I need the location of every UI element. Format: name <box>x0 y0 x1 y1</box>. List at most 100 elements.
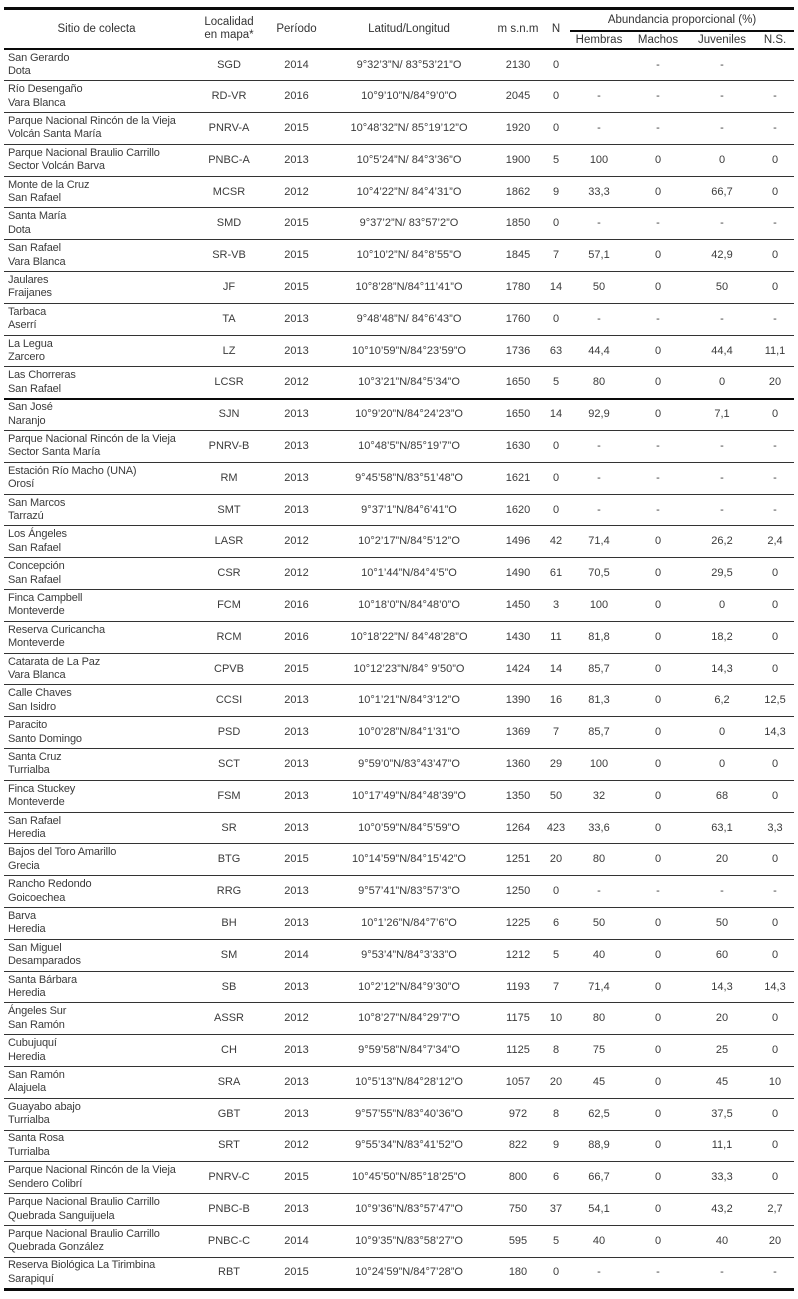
col-header-abundance-group: Abundancia proporcional (%) <box>570 8 794 32</box>
site-line2: Heredia <box>8 828 46 841</box>
juveniles-cell: 11,1 <box>688 1130 756 1163</box>
locality-code-cell: LZ <box>189 335 269 368</box>
ns-cell: - <box>756 303 794 336</box>
n-cell: 14 <box>542 653 570 686</box>
elevation-cell: 1175 <box>494 1002 542 1036</box>
n-cell: 0 <box>542 494 570 527</box>
table-row: Río Desengaño Vara Blanca RD-VR 2016 10°9’10… <box>4 80 794 114</box>
site-line1: Río Desengaño <box>8 83 83 96</box>
ns-cell: 0 <box>756 144 794 177</box>
juveniles-cell: 50 <box>688 271 756 304</box>
n-cell: 42 <box>542 525 570 559</box>
period-cell: 2013 <box>269 780 324 813</box>
period-cell: 2013 <box>269 1034 324 1067</box>
elevation-cell: 750 <box>494 1193 542 1226</box>
n-cell: 16 <box>542 684 570 718</box>
site-line2: Vara Blanca <box>8 96 66 109</box>
locality-code-cell: SB <box>189 971 269 1004</box>
locality-code-cell: RRG <box>189 875 269 909</box>
coords-cell: 10°8’27”N/84°29’7”O <box>324 1002 494 1036</box>
elevation-cell: 1057 <box>494 1066 542 1099</box>
table-row: Guayabo abajo Turrialba GBT 2013 9°57’55”N/8… <box>4 1098 794 1131</box>
males-cell: - <box>656 1266 660 1279</box>
period-cell: 2015 <box>269 653 324 686</box>
n-cell: 8 <box>542 1034 570 1067</box>
locality-code-cell: PNRV-C <box>189 1161 269 1195</box>
juveniles-cell: - <box>688 430 756 463</box>
table-row: La Legua Zarcero LZ 2013 10°10’59”N/84°23’59… <box>4 335 794 368</box>
ns-cell: 14,3 <box>756 971 794 1004</box>
table-row: Santa Rosa Turrialba SRT 2012 9°55’34”N/83°4… <box>4 1130 794 1163</box>
site-line2: Grecia <box>8 859 40 872</box>
site-line2: Vara Blanca <box>8 255 66 268</box>
males-cell: 0 <box>628 1098 688 1131</box>
ns-cell: 14,3 <box>756 716 794 750</box>
table-row: San Ramón Alajuela SRA 2013 10°5’13”N/84°28’… <box>4 1066 794 1099</box>
males-cell: - <box>628 80 688 114</box>
site-cell: Barva Heredia <box>4 907 189 940</box>
table-row: Parque Nacional Braulio Carrillo Quebrada… <box>4 1225 794 1258</box>
females-cell: 40 <box>570 1225 628 1258</box>
site-line1: Parque Nacional Braulio Carrillo <box>8 146 160 159</box>
elevation-cell: 1862 <box>494 176 542 209</box>
n-cell: 0 <box>542 207 570 241</box>
males-cell: 0 <box>628 971 688 1004</box>
ns-cell: 0 <box>756 176 794 209</box>
site-line1: Monte de la Cruz <box>8 178 90 191</box>
ns-cell: 20 <box>756 366 794 400</box>
coords-cell: 10°2’17”N/84°5’12”O <box>324 525 494 559</box>
locality-code-cell: RD-VR <box>189 80 269 114</box>
elevation-cell: 1496 <box>494 525 542 559</box>
juveniles-cell: 33,3 <box>688 1161 756 1195</box>
site-cell: Rancho Redondo Goicoechea <box>4 875 189 909</box>
period-cell: 2014 <box>269 939 324 972</box>
site-cell: Reserva Curicancha Monteverde <box>4 621 189 654</box>
period-cell: 2015 <box>284 1266 309 1279</box>
locality-code-cell: CPVB <box>189 653 269 686</box>
site-cell: Finca Stuckey Monteverde <box>4 780 189 813</box>
table-row: San Marcos Tarrazú SMT 2013 9°37’1”N/84°6’41… <box>4 494 794 527</box>
n-cell: 14 <box>542 398 570 432</box>
site-cell: Santa Cruz Turrialba <box>4 748 189 781</box>
females-cell: 71,4 <box>570 971 628 1004</box>
n-cell: 7 <box>542 716 570 750</box>
elevation-cell: 972 <box>494 1098 542 1131</box>
coords-cell: 9°57’55”N/83°40’36”O <box>324 1098 494 1131</box>
site-line2: Heredia <box>8 1050 46 1063</box>
juveniles-cell: - <box>720 1266 724 1279</box>
coords-cell: 9°59’0”N/83°43’47”O <box>324 748 494 781</box>
site-line2: Goicoechea <box>8 891 66 904</box>
juveniles-cell: 68 <box>688 780 756 813</box>
locality-code-cell: CCSI <box>189 684 269 718</box>
elevation-cell: 800 <box>494 1161 542 1195</box>
site-line2: Turrialba <box>8 764 50 777</box>
locality-code-cell: PNBC-B <box>189 1193 269 1226</box>
ns-cell: - <box>756 494 794 527</box>
site-line1: La Legua <box>8 337 53 350</box>
period-cell: 2013 <box>269 1193 324 1226</box>
n-cell: 0 <box>542 303 570 336</box>
ns-cell: 0 <box>756 1161 794 1195</box>
site-line2: Fraijanes <box>8 287 52 300</box>
site-cell: La Legua Zarcero <box>4 335 189 368</box>
site-line1: Santa Rosa <box>8 1132 64 1145</box>
females-cell: 85,7 <box>570 653 628 686</box>
table-row: Santa Bárbara Heredia SB 2013 10°2’12”N/84°9… <box>4 971 794 1004</box>
site-cell: Santa Rosa Turrialba <box>4 1130 189 1163</box>
n-cell: 0 <box>542 462 570 495</box>
coords-cell: 10°1’44”N/84°4’5”O <box>324 557 494 591</box>
coords-cell: 10°24’59”N/84°7’28”O <box>355 1266 463 1279</box>
period-cell: 2016 <box>269 589 324 622</box>
ns-cell: - <box>756 430 794 463</box>
males-cell: 0 <box>628 684 688 718</box>
elevation-cell: 1630 <box>494 430 542 463</box>
ns-cell: - <box>756 112 794 145</box>
site-cell: San Miguel Desamparados <box>4 939 189 972</box>
site-line1: Rancho Redondo <box>8 878 92 891</box>
table-row: Parque Nacional Braulio Carrillo Sector V… <box>4 144 794 177</box>
coords-cell: 10°2’12”N/84°9’30”O <box>324 971 494 1004</box>
females-cell: 81,8 <box>570 621 628 654</box>
period-cell: 2013 <box>269 875 324 909</box>
coords-cell: 10°14’59”N/84°15’42”O <box>324 843 494 877</box>
elevation-cell: 1450 <box>494 589 542 622</box>
